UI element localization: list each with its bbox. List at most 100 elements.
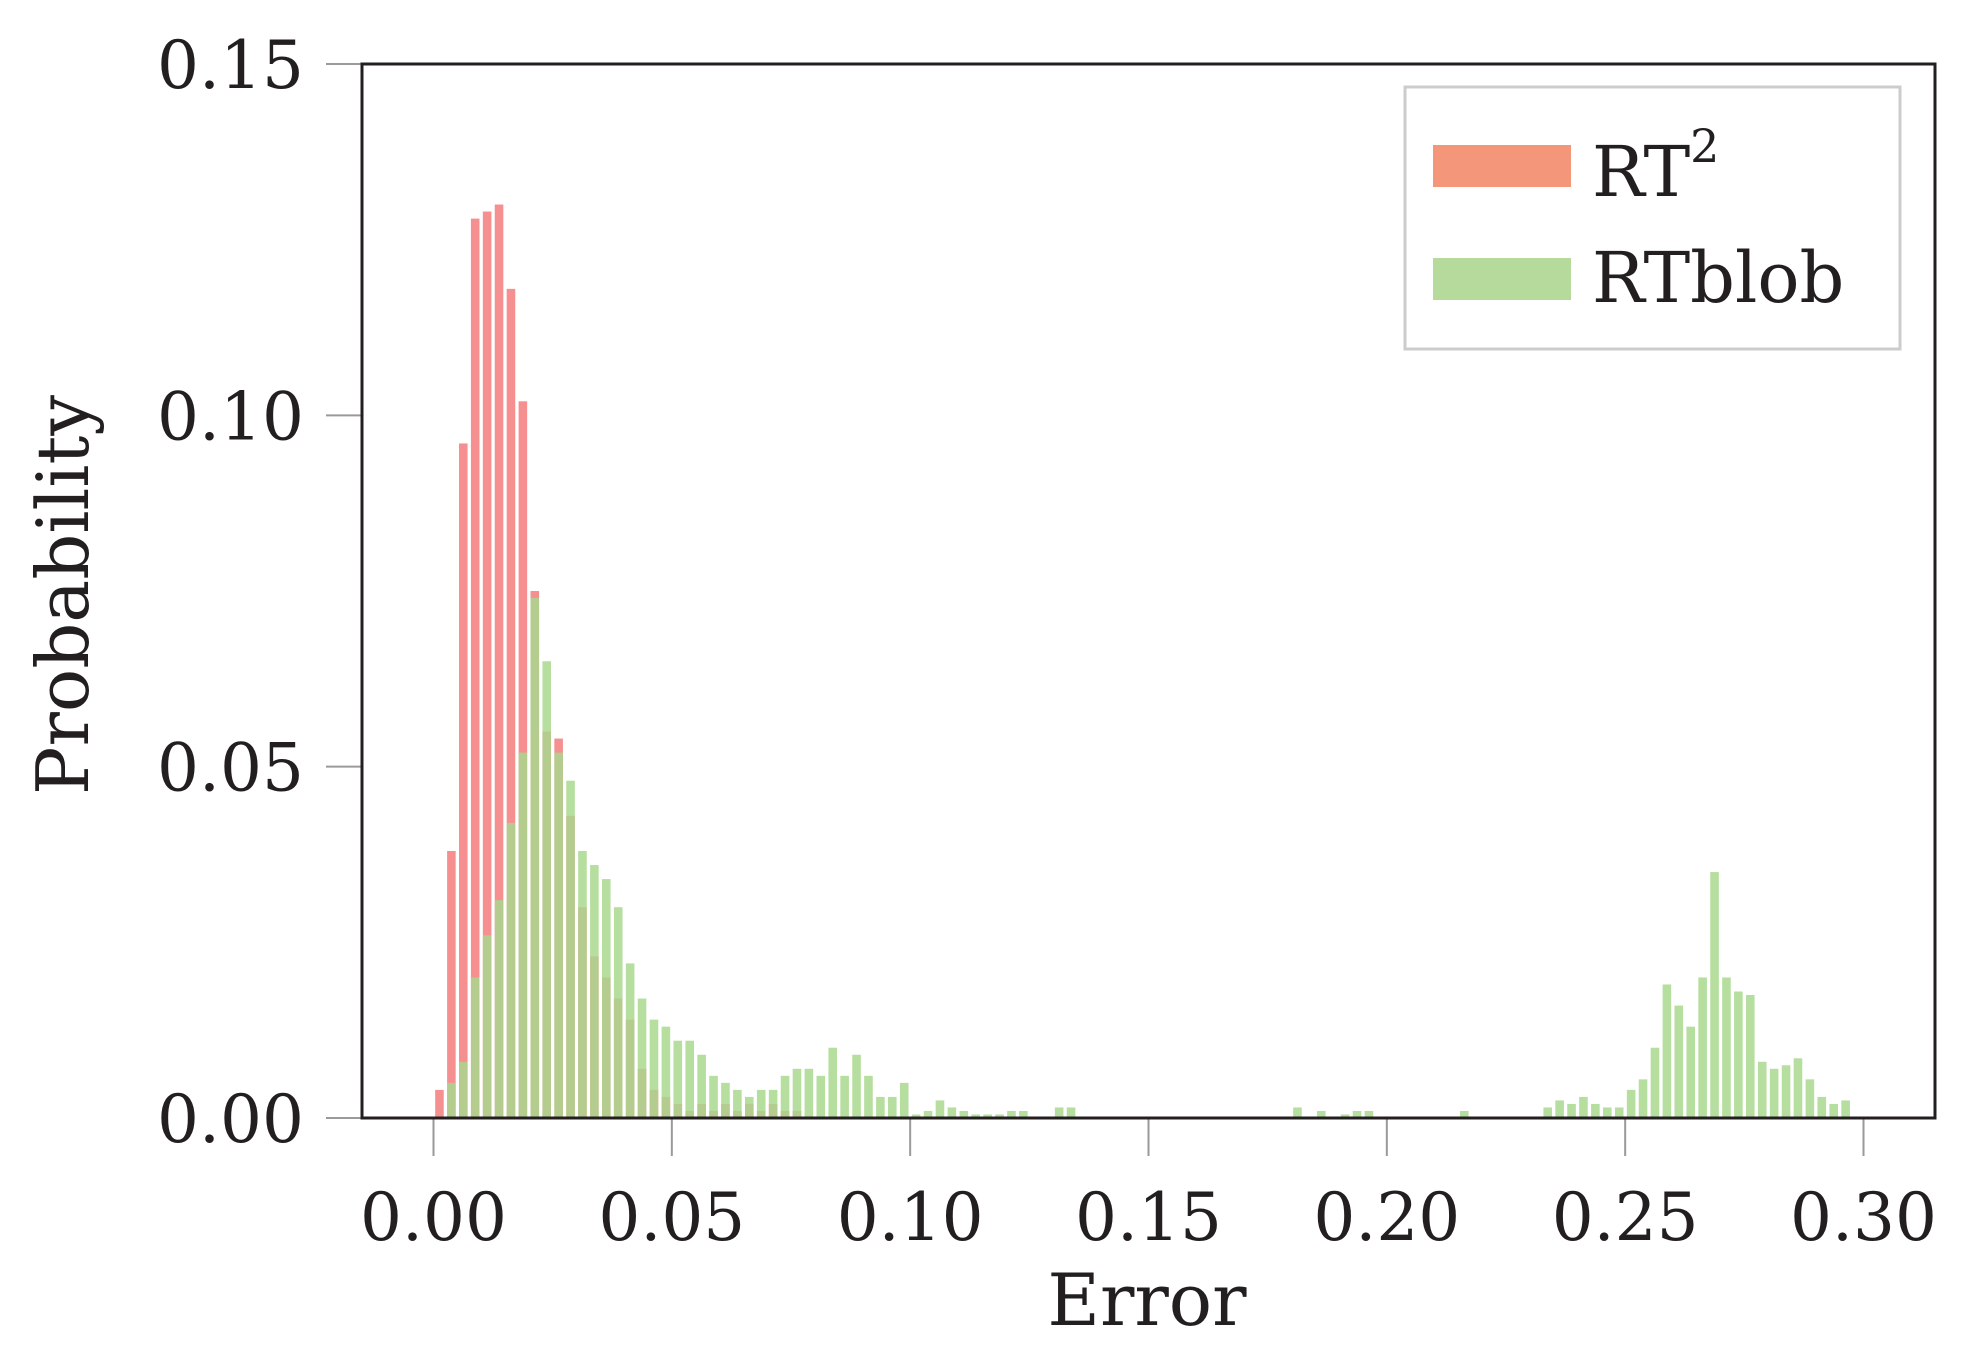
- rtblob-bar: [1710, 872, 1719, 1118]
- y-tick-label: 0.00: [157, 1081, 304, 1158]
- rt2-bar: [447, 850, 456, 1118]
- rtblob-bar: [518, 752, 528, 1118]
- legend: RT2 RTblob: [1403, 85, 1902, 351]
- rtblob-bar: [1567, 1103, 1576, 1118]
- rtblob-bar: [864, 1075, 873, 1118]
- legend-swatch-rt2: [1433, 145, 1571, 187]
- rtblob-bar: [709, 1075, 718, 1118]
- rtblob-bar: [1460, 1110, 1469, 1118]
- rtblob-bar: [1698, 977, 1707, 1118]
- rtblob-bar: [649, 1019, 659, 1118]
- rtblob-bar: [911, 1114, 921, 1118]
- rtblob-bar: [578, 850, 587, 1118]
- rtblob-bar: [1317, 1110, 1326, 1118]
- rtblob-bar: [721, 1082, 730, 1118]
- rtblob-bar: [852, 1054, 861, 1118]
- rtblob-bar: [1841, 1100, 1850, 1118]
- rtblob-bar: [995, 1114, 1004, 1118]
- rtblob-bar: [804, 1068, 814, 1118]
- rtblob-bar: [542, 661, 551, 1118]
- legend-swatch-rtblob: [1433, 258, 1571, 300]
- rtblob-bar: [780, 1075, 790, 1118]
- rtblob-bar: [1340, 1114, 1350, 1118]
- rtblob-bar: [613, 907, 623, 1118]
- rtblob-bar: [625, 963, 635, 1118]
- y-tick-label: 0.05: [157, 730, 304, 807]
- rtblob-bar: [1805, 1079, 1815, 1118]
- rtblob-bar: [1769, 1068, 1779, 1118]
- rtblob-bar: [1293, 1107, 1302, 1118]
- x-tick-label: 0.10: [837, 1179, 984, 1256]
- rtblob-bar: [1543, 1107, 1552, 1118]
- rtblob-bar: [888, 1096, 897, 1118]
- rtblob-bar: [792, 1068, 802, 1118]
- rtblob-bar: [1007, 1110, 1016, 1118]
- rtblob-bar: [899, 1082, 909, 1118]
- rtblob-bar: [470, 977, 480, 1118]
- rtblob-bar: [494, 900, 504, 1118]
- rtblob-bar: [876, 1096, 885, 1118]
- rtblob-bar: [530, 598, 540, 1118]
- rtblob-bar: [637, 998, 647, 1118]
- rtblob-bar: [756, 1089, 766, 1118]
- legend-label-rtblob: RTblob: [1592, 237, 1844, 319]
- rtblob-bar: [1793, 1058, 1803, 1118]
- legend-frame: [1403, 85, 1902, 351]
- rtblob-bar: [1066, 1107, 1076, 1118]
- x-tick-label: 0.15: [1075, 1179, 1222, 1256]
- rtblob-bar: [566, 780, 575, 1118]
- rtblob-bar: [554, 752, 563, 1118]
- legend-label-rt2: RT2: [1592, 119, 1719, 213]
- rtblob-bar: [1614, 1107, 1624, 1118]
- rtblob-bar: [1781, 1065, 1791, 1118]
- rtblob-bar: [768, 1089, 778, 1118]
- rtblob-bar: [935, 1100, 945, 1118]
- y-tick-label: 0.10: [157, 378, 304, 455]
- rtblob-bar: [482, 935, 492, 1118]
- x-tick-label: 0.30: [1790, 1179, 1937, 1256]
- rtblob-bar: [983, 1114, 992, 1118]
- rtblob-bars: [447, 598, 1850, 1118]
- rtblob-bar: [602, 879, 611, 1118]
- x-axis-title: Error: [1047, 1258, 1247, 1342]
- legend-label-rt2-superscript: 2: [1690, 119, 1719, 173]
- rtblob-bar: [673, 1040, 683, 1118]
- rtblob-bar: [1054, 1107, 1064, 1118]
- rtblob-bar: [1650, 1047, 1660, 1118]
- x-tick-label: 0.25: [1552, 1179, 1699, 1256]
- rtblob-bar: [1555, 1100, 1564, 1118]
- rtblob-bar: [971, 1114, 980, 1118]
- rtblob-bar: [959, 1110, 969, 1118]
- rtblob-bar: [745, 1096, 754, 1118]
- x-tick-label: 0.00: [360, 1179, 507, 1256]
- rtblob-bar: [661, 1026, 671, 1118]
- rtblob-bar: [923, 1110, 933, 1118]
- rtblob-bar: [1829, 1103, 1838, 1118]
- rtblob-bar: [590, 865, 599, 1118]
- y-axis-ticks: 0.00 0.05 0.10 0.15: [157, 27, 362, 1158]
- rt2-bar: [435, 1089, 444, 1118]
- rtblob-bar: [1686, 1026, 1695, 1118]
- rtblob-bar: [685, 1040, 694, 1118]
- rt2-bar: [482, 211, 492, 1118]
- rt2-bar: [470, 218, 480, 1119]
- rtblob-bar: [1757, 1061, 1767, 1118]
- y-tick-label: 0.15: [157, 27, 304, 104]
- rtblob-bar: [828, 1047, 837, 1118]
- rtblob-bar: [1817, 1096, 1827, 1118]
- rtblob-bar: [1591, 1103, 1600, 1118]
- rtblob-bar: [1734, 991, 1743, 1118]
- rtblob-bar: [1019, 1110, 1028, 1118]
- rtblob-bar: [1638, 1079, 1648, 1118]
- rtblob-bar: [697, 1054, 706, 1118]
- rtblob-bar: [459, 1061, 468, 1118]
- rtblob-bar: [1626, 1089, 1636, 1118]
- rtblob-bar: [947, 1107, 957, 1118]
- rtblob-bar: [1352, 1110, 1362, 1118]
- x-tick-label: 0.20: [1313, 1179, 1460, 1256]
- rtblob-bar: [506, 822, 516, 1118]
- rtblob-bar: [840, 1075, 849, 1118]
- legend-label-rt2-name: RT: [1592, 131, 1690, 213]
- plot-frame: [360, 62, 1937, 1120]
- rtblob-bar: [1662, 984, 1672, 1118]
